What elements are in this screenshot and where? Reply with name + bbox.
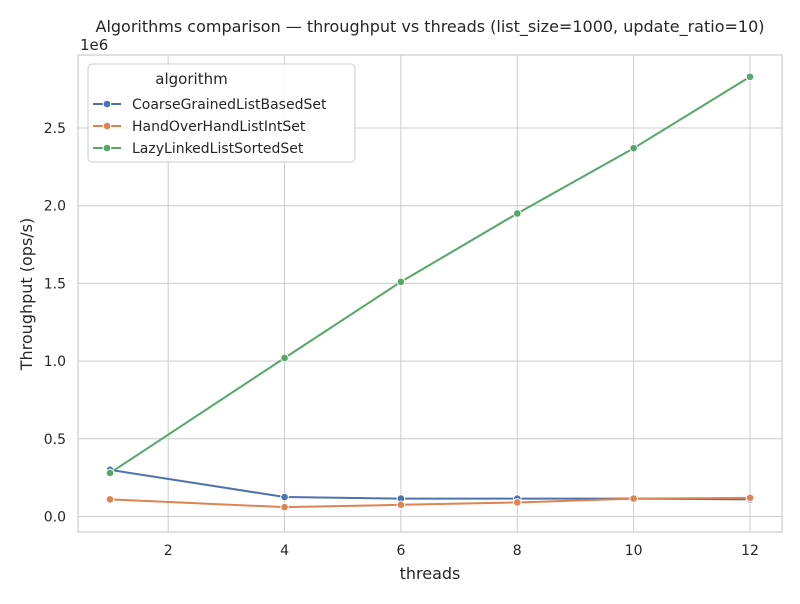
legend-marker [102,143,112,153]
x-tick-label: 4 [280,543,289,559]
data-point [105,495,115,504]
y-tick-label: 2.5 [44,121,66,137]
chart-title: Algorithms comparison — throughput vs th… [96,17,765,37]
x-axis-label: threads [400,564,461,583]
y-tick-label: 0.0 [44,509,66,525]
data-point [745,72,755,82]
legend-marker [102,99,112,109]
y-tick-label: 2.0 [44,199,66,215]
data-point [512,209,522,218]
x-tick-label: 6 [396,543,405,559]
x-tick-label: 2 [164,543,173,559]
x-tick-label: 8 [513,543,522,559]
legend-label: LazyLinkedListSortedSet [132,141,304,157]
plot-border [77,54,783,533]
data-point [280,353,289,363]
data-point [396,277,406,287]
data-point [396,500,406,510]
data-point [512,498,522,507]
y-tick-label: 1.5 [44,276,66,292]
x-tick-label: 12 [741,543,759,559]
y-tick-label: 0.5 [44,432,66,448]
y-axis-label: Throughput (ops/s) [17,218,36,372]
data-point [629,494,638,503]
data-point [105,468,115,478]
legend: algorithm CoarseGrainedListBasedSet HandOv… [87,63,356,163]
series-line [109,496,751,509]
x-tick-label: 10 [625,543,643,559]
y-axis-multiplier: 1e6 [80,36,108,54]
legend-label: HandOverHandListIntSet [132,119,306,135]
legend-marker [102,121,112,131]
data-point [745,493,755,503]
data-point [280,492,289,502]
legend-box [87,63,356,163]
data-point [629,143,638,153]
legend-label: CoarseGrainedListBasedSet [132,97,327,113]
y-tick-label: 1.0 [44,354,66,370]
series-line [109,75,751,474]
data-point [280,502,289,512]
legend-title: algorithm [155,70,227,88]
